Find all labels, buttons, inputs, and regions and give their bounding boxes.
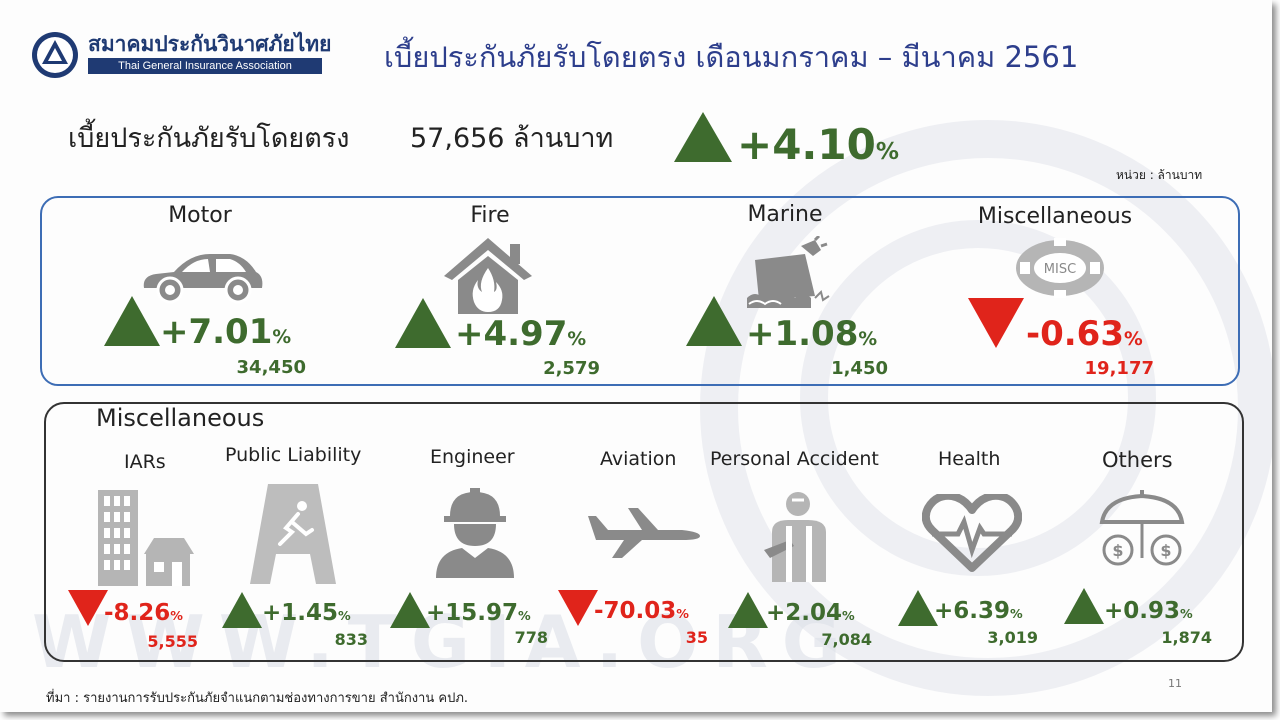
motor-value: 34,450 xyxy=(236,357,306,378)
aviation-value: 35 xyxy=(685,628,708,647)
personal-accident-change: +2.04% xyxy=(766,600,855,626)
summary-change-unit: % xyxy=(875,139,899,165)
misc-section-title: Miscellaneous xyxy=(96,404,265,432)
lifebuoy-icon: MISC xyxy=(1016,238,1104,298)
aviation-change-value: -70.03 xyxy=(594,598,677,624)
personal-accident-change-value: +2.04 xyxy=(766,600,843,626)
trend-up-icon xyxy=(104,296,160,346)
health-label: Health xyxy=(938,448,1001,470)
trend-up-icon xyxy=(898,590,938,626)
engineer-change-value: +15.97 xyxy=(426,600,519,626)
others-change-value: +0.93 xyxy=(1104,598,1181,624)
public-liability-label: Public Liability xyxy=(225,444,362,466)
motor-change-value: +7.01 xyxy=(160,312,273,352)
trend-down-icon xyxy=(558,590,598,626)
ship-icon xyxy=(747,236,830,308)
summary-value: 57,656 ล้านบาท xyxy=(410,123,614,154)
summary-change-value: +4.10 xyxy=(737,120,876,169)
misc-icon-label: MISC xyxy=(1044,262,1076,277)
engineer-change-unit: % xyxy=(518,608,531,623)
tgia-emblem-icon xyxy=(32,32,78,78)
miscellaneous-label: Miscellaneous xyxy=(977,204,1133,229)
others-change-unit: % xyxy=(1180,606,1193,621)
fire-label: Fire xyxy=(470,203,510,228)
engineer-change: +15.97% xyxy=(426,600,531,626)
injured-person-icon xyxy=(764,492,826,582)
personal-accident-change-unit: % xyxy=(842,608,855,623)
trend-down-icon xyxy=(68,590,108,626)
motor-change-unit: % xyxy=(272,327,292,348)
buildings-icon xyxy=(98,490,194,586)
svg-text:$: $ xyxy=(1112,541,1123,560)
public-liability-change-unit: % xyxy=(338,608,351,623)
personal-accident-label: Personal Accident xyxy=(710,448,879,470)
page-title: เบี้ยประกันภัยรับโดยตรง เดือนมกราคม – มี… xyxy=(384,40,1079,74)
fire-change-unit: % xyxy=(567,329,587,350)
trend-up-icon xyxy=(674,112,732,162)
watermark-text: WWW.TGIA.ORG xyxy=(32,600,855,684)
marine-change: +1.08% xyxy=(746,314,877,354)
aviation-change-unit: % xyxy=(676,606,689,621)
trend-up-icon xyxy=(1064,588,1104,624)
marine-value: 1,450 xyxy=(831,358,888,379)
personal-accident-value: 7,084 xyxy=(821,630,872,649)
trend-up-icon xyxy=(728,592,768,628)
marine-change-value: +1.08 xyxy=(746,314,859,354)
motor-label: Motor xyxy=(168,203,232,228)
public-liability-value: 833 xyxy=(334,630,368,649)
health-change: +6.39% xyxy=(934,598,1023,624)
iars-change-value: -8.26 xyxy=(104,600,171,626)
page-number: 11 xyxy=(1168,677,1182,690)
fire-value: 2,579 xyxy=(543,358,600,379)
airplane-icon xyxy=(588,508,700,558)
health-change-value: +6.39 xyxy=(934,598,1011,624)
engineer-helmet-icon xyxy=(436,488,514,578)
main-categories-box xyxy=(40,196,1240,386)
others-label: Others xyxy=(1102,448,1173,472)
fire-change-value: +4.97 xyxy=(455,314,568,354)
miscellaneous-change-value: -0.63 xyxy=(1026,314,1124,354)
heartbeat-icon xyxy=(922,494,1022,572)
wet-floor-sign-icon xyxy=(250,484,336,584)
trend-up-icon xyxy=(395,298,451,348)
logo-thai-text: สมาคมประกันวินาศภัยไทย xyxy=(88,32,332,56)
miscellaneous-change-unit: % xyxy=(1124,329,1143,350)
engineer-label: Engineer xyxy=(430,446,515,468)
iars-label: IARs xyxy=(124,451,166,473)
misc-breakdown-box xyxy=(44,402,1244,662)
trend-up-icon xyxy=(222,592,262,628)
aviation-label: Aviation xyxy=(600,448,677,470)
car-icon xyxy=(143,254,263,304)
marine-label: Marine xyxy=(747,202,823,227)
public-liability-change: +1.45% xyxy=(262,600,351,626)
motor-change: +7.01% xyxy=(160,312,291,352)
miscellaneous-change: -0.63% xyxy=(1026,314,1143,354)
summary-label: เบี้ยประกันภัยรับโดยตรง xyxy=(68,123,350,154)
others-value: 1,874 xyxy=(1161,628,1212,647)
trend-down-icon xyxy=(968,298,1024,348)
trend-up-icon xyxy=(390,592,430,628)
logo-english-text: Thai General Insurance Association xyxy=(88,58,322,74)
health-change-unit: % xyxy=(1010,606,1023,621)
tgia-logo: สมาคมประกันวินาศภัยไทย Thai General Insu… xyxy=(30,30,331,80)
miscellaneous-value: 19,177 xyxy=(1084,358,1154,379)
summary-change: +4.10% xyxy=(737,120,899,169)
trend-up-icon xyxy=(686,296,742,346)
health-value: 3,019 xyxy=(987,628,1038,647)
aviation-change: -70.03% xyxy=(594,598,689,624)
house-fire-icon xyxy=(444,238,532,314)
source-note: ที่มา : รายงานการรับประกันภัยจำแนกตามช่อ… xyxy=(46,691,469,706)
marine-change-unit: % xyxy=(858,329,878,350)
iars-change: -8.26% xyxy=(104,600,183,626)
umbrella-money-icon: $ $ xyxy=(1099,490,1185,566)
others-change: +0.93% xyxy=(1104,598,1193,624)
iars-change-unit: % xyxy=(170,608,183,623)
public-liability-change-value: +1.45 xyxy=(262,600,339,626)
fire-change: +4.97% xyxy=(455,314,586,354)
iars-value: 5,555 xyxy=(147,632,198,651)
engineer-value: 778 xyxy=(514,628,548,647)
svg-text:$: $ xyxy=(1160,541,1171,560)
unit-note: หน่วย : ล้านบาท xyxy=(1116,168,1203,182)
